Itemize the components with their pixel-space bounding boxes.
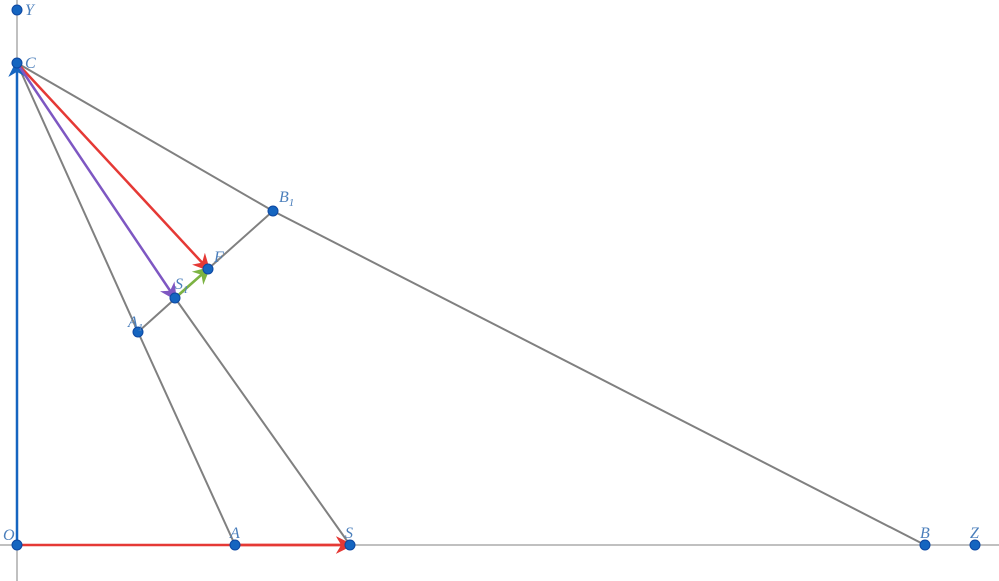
label-text: A <box>128 314 138 331</box>
label-text: B <box>279 189 289 206</box>
label-O: O <box>3 527 15 545</box>
vector-CF <box>17 63 208 269</box>
label-F: F <box>214 249 224 267</box>
point-F[interactable] <box>203 264 213 274</box>
vector-CS1 <box>17 63 175 298</box>
label-B: B <box>920 525 930 543</box>
segment-S-S1 <box>175 298 350 545</box>
point-B1[interactable] <box>268 206 278 216</box>
geometry-diagram <box>0 0 999 581</box>
label-subscript: 1 <box>183 284 189 296</box>
label-subscript: 1 <box>138 322 144 334</box>
label-Y: Y <box>25 2 34 20</box>
label-C: C <box>25 55 36 73</box>
point-Y[interactable] <box>12 5 22 15</box>
label-text: C <box>25 55 36 72</box>
label-A1: A1 <box>128 314 143 334</box>
label-text: S <box>345 525 353 542</box>
label-text: F <box>214 249 224 266</box>
label-S1: S1 <box>175 276 189 296</box>
segment-A1-A <box>138 332 235 545</box>
label-subscript: 1 <box>289 197 295 209</box>
label-text: A <box>230 525 240 542</box>
label-A: A <box>230 525 240 543</box>
segment-B1-B <box>273 211 925 545</box>
label-S: S <box>345 525 353 543</box>
segment-C-A1 <box>17 63 138 332</box>
label-text: Z <box>970 525 979 542</box>
point-C[interactable] <box>12 58 22 68</box>
label-B1: B1 <box>279 189 294 209</box>
label-text: B <box>920 525 930 542</box>
label-text: Y <box>25 2 34 19</box>
label-text: O <box>3 527 15 544</box>
label-text: S <box>175 276 183 293</box>
segment-C-B1 <box>17 63 273 211</box>
label-Z: Z <box>970 525 979 543</box>
